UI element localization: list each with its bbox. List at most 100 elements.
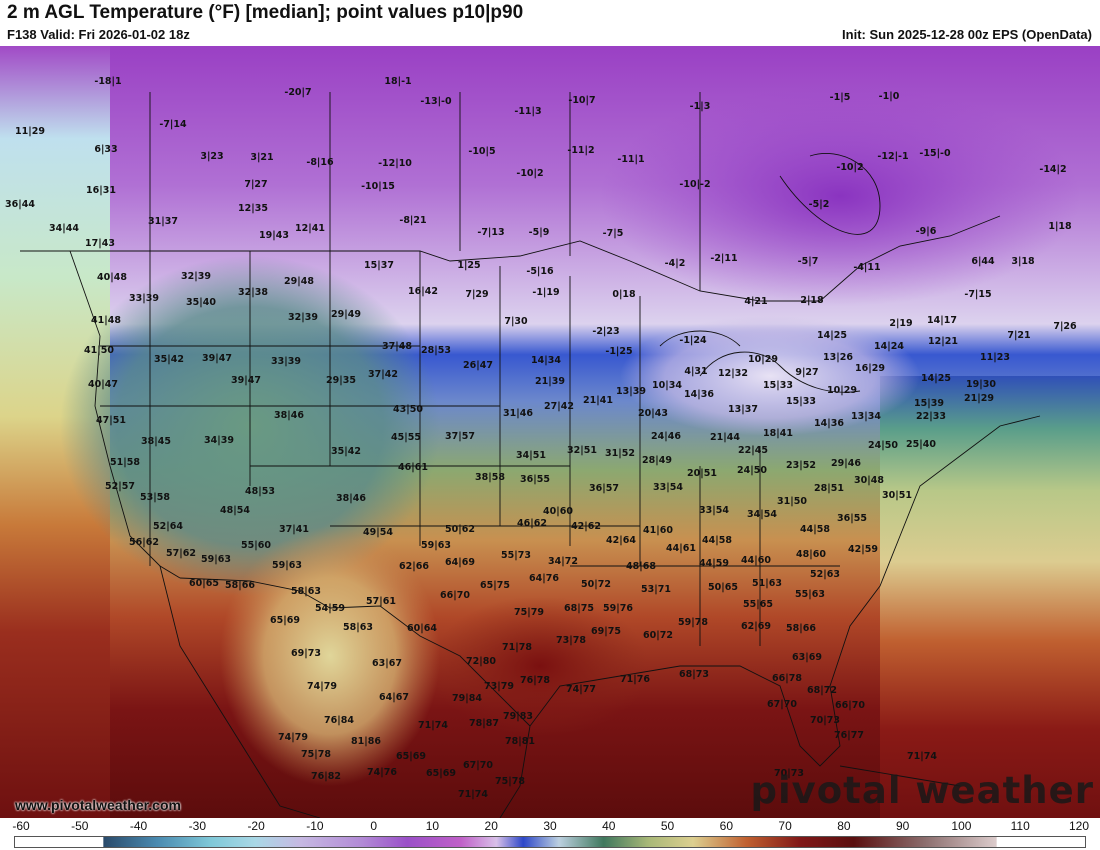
point-value-label: -7|5 (603, 228, 624, 239)
point-value-label: 9|27 (795, 367, 818, 378)
point-value-label: 42|64 (606, 535, 636, 546)
point-value-label: 23|52 (786, 460, 816, 471)
colorbar-tick-label: 110 (1010, 819, 1030, 833)
point-value-label: 2|18 (800, 295, 824, 306)
point-value-label: 11|29 (15, 126, 45, 137)
point-value-label: 76|82 (311, 771, 341, 782)
point-value-label: 66|70 (440, 590, 470, 601)
point-value-label: 7|27 (244, 179, 267, 190)
point-value-label: 31|52 (605, 448, 635, 459)
point-value-label: 7|21 (1007, 330, 1030, 341)
colorbar-tick-label: 80 (837, 819, 851, 833)
point-value-label: -4|2 (665, 258, 686, 269)
point-value-label: 31|50 (777, 496, 807, 507)
point-value-label: 63|69 (792, 652, 822, 663)
colorbar-tick-label: 90 (895, 819, 910, 833)
point-value-label: 21|39 (535, 376, 565, 387)
colorbar-tick-label: 30 (543, 819, 557, 833)
point-value-label: 22|45 (738, 445, 768, 456)
point-value-label: 26|47 (463, 360, 493, 371)
point-value-label: 10|29 (827, 385, 857, 396)
point-value-label: 59|76 (603, 603, 633, 614)
point-value-label: 81|86 (351, 736, 381, 747)
point-values: -18|1 -20|7 18|-1 -13|-0 -10|7 -1|3 -1|5 -1|0 11… (5, 76, 1077, 800)
point-value-label: 44|61 (666, 543, 696, 554)
point-value-label: 7|26 (1053, 321, 1077, 332)
point-value-label: 37|41 (279, 524, 309, 535)
point-value-label: 1|18 (1048, 221, 1072, 232)
colorbar-tick-label: 100 (951, 819, 972, 833)
point-value-label: 10|34 (652, 380, 682, 391)
hudson-bay-coast (779, 153, 881, 235)
point-value-label: 35|42 (154, 354, 184, 365)
point-value-label: 14|36 (814, 418, 844, 429)
point-value-label: 14|25 (921, 373, 951, 384)
point-value-label: 37|48 (382, 341, 412, 352)
point-value-label: 33|39 (129, 293, 159, 304)
point-value-label: -12|10 (378, 158, 412, 169)
point-value-label: 11|23 (980, 352, 1010, 363)
point-value-label: 35|42 (331, 446, 361, 457)
point-value-label: -15|-0 (919, 148, 951, 159)
point-value-label: 64|69 (445, 557, 475, 568)
point-value-label: 48|53 (245, 486, 275, 497)
point-value-label: 55|60 (241, 540, 271, 551)
point-value-label: 40|60 (543, 506, 573, 517)
point-value-label: 70|73 (810, 715, 840, 726)
point-value-label: 58|66 (225, 580, 255, 591)
point-value-label: 50|72 (581, 579, 611, 590)
point-value-label: 14|17 (927, 315, 957, 326)
point-value-label: 52|63 (810, 569, 840, 580)
point-value-label: 32|39 (288, 312, 318, 323)
point-value-label: 3|21 (250, 152, 273, 163)
point-value-label: 32|51 (567, 445, 597, 456)
point-value-label: 50|62 (445, 524, 475, 535)
point-value-label: 47|51 (96, 415, 126, 426)
point-value-label: 12|32 (718, 368, 748, 379)
point-value-label: -11|3 (514, 106, 541, 117)
point-value-label: 33|54 (699, 505, 729, 516)
pivotal-weather-logo: pivotal weather (750, 769, 1094, 812)
point-value-label: -1|5 (830, 92, 851, 103)
point-value-label: 75|79 (514, 607, 544, 618)
point-value-label: 41|60 (643, 525, 673, 536)
point-value-label: 33|54 (653, 482, 683, 493)
mexico-gulf-coast (499, 725, 531, 818)
init-time: Init: Sun 2025-12-28 00z EPS (OpenData) (842, 27, 1092, 42)
point-value-label: 48|68 (626, 561, 656, 572)
point-value-label: 34|72 (548, 556, 578, 567)
point-value-label: 16|31 (86, 185, 116, 196)
point-value-label: 7|29 (465, 289, 488, 300)
point-value-label: 31|46 (503, 408, 533, 419)
point-value-label: 18|41 (763, 428, 793, 439)
point-value-label: 67|70 (767, 699, 797, 710)
point-value-label: 69|73 (291, 648, 321, 659)
point-value-label: 73|78 (556, 635, 586, 646)
point-value-label: 71|74 (458, 789, 488, 800)
point-value-label: -10|5 (468, 146, 495, 157)
colorbar-tick-label: 10 (425, 819, 440, 833)
point-value-label: 29|46 (831, 458, 861, 469)
borders (20, 92, 1041, 818)
point-value-label: 65|69 (270, 615, 300, 626)
point-value-label: 38|46 (274, 410, 304, 421)
point-value-label: 41|48 (91, 315, 121, 326)
point-value-label: 41|50 (84, 345, 114, 356)
point-value-label: 37|57 (445, 431, 475, 442)
point-value-label: 71|74 (907, 751, 937, 762)
point-value-label: 1|25 (457, 260, 480, 271)
point-value-label: 13|37 (728, 404, 758, 415)
colorbar-tick-label: 50 (660, 819, 675, 833)
point-value-label: 38|58 (475, 472, 505, 483)
point-value-label: 55|63 (795, 589, 825, 600)
point-value-label: -11|1 (617, 154, 644, 165)
lake-superior (659, 330, 741, 347)
colorbar-tick-label: 70 (778, 819, 792, 833)
point-value-label: -2|11 (710, 253, 737, 264)
point-value-label: 19|43 (259, 230, 289, 241)
point-value-label: 51|63 (752, 578, 782, 589)
atlantic-shading (880, 376, 1100, 818)
great-lakes-shading (620, 316, 920, 436)
point-value-label: 28|49 (642, 455, 672, 466)
point-value-label: 22|33 (916, 411, 946, 422)
